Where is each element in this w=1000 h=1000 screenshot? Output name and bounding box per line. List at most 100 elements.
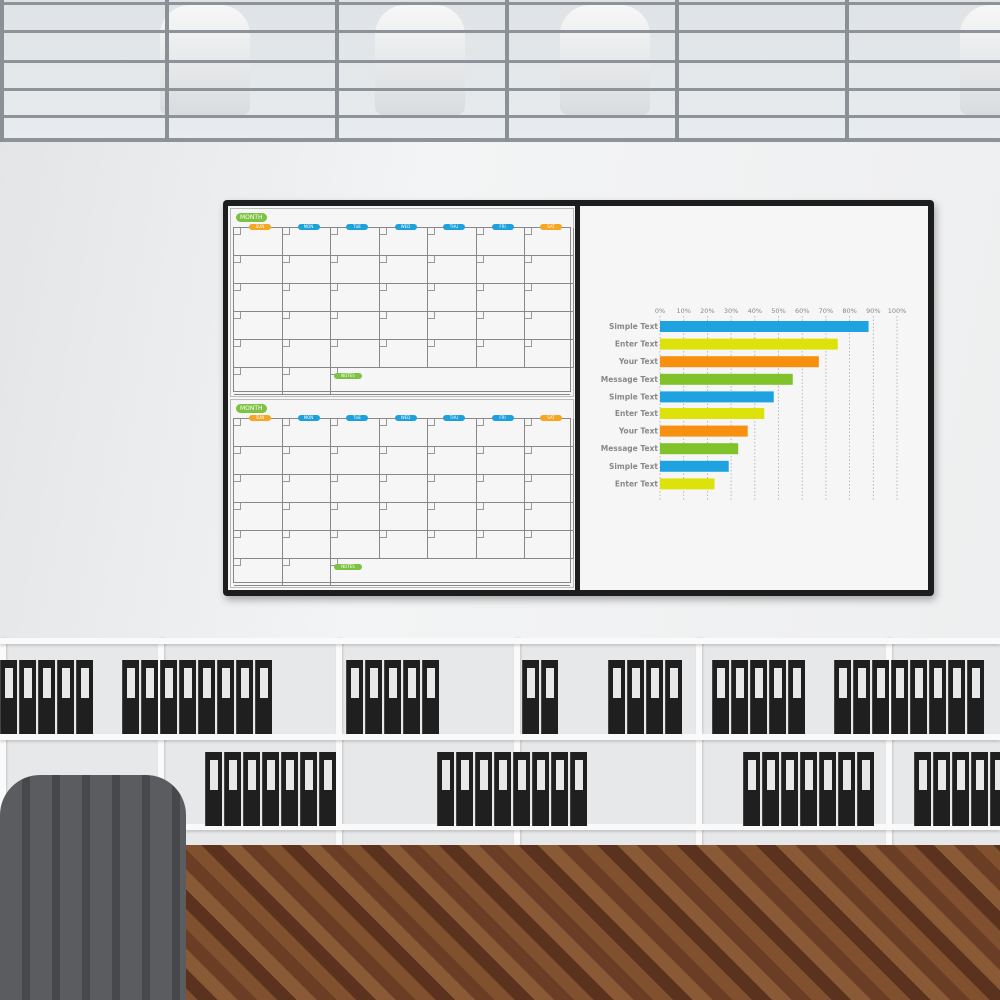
day-cell[interactable] bbox=[379, 312, 429, 340]
day-cell[interactable] bbox=[428, 340, 477, 368]
day-cell[interactable] bbox=[525, 228, 574, 256]
binder bbox=[990, 752, 1000, 826]
day-cell[interactable] bbox=[234, 419, 283, 447]
day-cell[interactable] bbox=[282, 368, 332, 395]
day-cell[interactable] bbox=[282, 419, 332, 447]
day-cell[interactable] bbox=[282, 340, 332, 368]
binder bbox=[627, 660, 644, 734]
day-cell[interactable] bbox=[379, 256, 429, 284]
day-cell[interactable] bbox=[476, 312, 526, 340]
day-cell[interactable] bbox=[331, 447, 380, 475]
day-cell[interactable] bbox=[525, 419, 574, 447]
binder bbox=[891, 660, 908, 734]
day-cell[interactable] bbox=[234, 503, 283, 531]
day-cell[interactable] bbox=[476, 419, 526, 447]
day-cell[interactable] bbox=[234, 447, 283, 475]
day-cell[interactable] bbox=[331, 419, 380, 447]
notes-cell[interactable] bbox=[331, 559, 570, 586]
day-cell[interactable] bbox=[476, 447, 526, 475]
day-cell[interactable] bbox=[379, 419, 429, 447]
day-cell[interactable] bbox=[234, 559, 283, 586]
day-cell[interactable] bbox=[525, 447, 574, 475]
day-cell[interactable] bbox=[331, 531, 380, 559]
day-label-mon: MON bbox=[297, 224, 320, 230]
day-cell[interactable] bbox=[476, 256, 526, 284]
day-cell[interactable] bbox=[234, 475, 283, 503]
binder bbox=[532, 752, 549, 826]
day-cell[interactable] bbox=[428, 503, 477, 531]
day-cell[interactable] bbox=[379, 531, 429, 559]
day-cell[interactable] bbox=[234, 284, 283, 312]
day-cell[interactable] bbox=[282, 312, 332, 340]
day-cell[interactable] bbox=[282, 228, 332, 256]
day-cell[interactable] bbox=[525, 340, 574, 368]
day-cell[interactable] bbox=[234, 256, 283, 284]
day-cell[interactable] bbox=[525, 503, 574, 531]
day-cell[interactable] bbox=[428, 475, 477, 503]
notes-cell[interactable] bbox=[331, 368, 570, 395]
day-cell[interactable] bbox=[379, 503, 429, 531]
day-cell[interactable] bbox=[428, 419, 477, 447]
day-cell[interactable] bbox=[234, 340, 283, 368]
day-cell[interactable] bbox=[525, 475, 574, 503]
day-cell[interactable] bbox=[525, 284, 574, 312]
bar bbox=[660, 408, 765, 419]
day-cell[interactable] bbox=[428, 228, 477, 256]
day-cell[interactable] bbox=[476, 531, 526, 559]
x-tick-label: 30% bbox=[724, 307, 738, 315]
day-cell[interactable] bbox=[331, 503, 380, 531]
binder bbox=[857, 752, 874, 826]
day-cell[interactable] bbox=[428, 256, 477, 284]
binder bbox=[205, 752, 222, 826]
day-cell[interactable] bbox=[282, 256, 332, 284]
category-label: Enter Text bbox=[615, 479, 658, 488]
day-cell[interactable] bbox=[331, 256, 380, 284]
x-tick-label: 80% bbox=[842, 307, 856, 315]
day-cell[interactable] bbox=[379, 284, 429, 312]
day-cell[interactable] bbox=[234, 531, 283, 559]
binder bbox=[475, 752, 492, 826]
day-cell[interactable] bbox=[428, 312, 477, 340]
category-label: Message Text bbox=[601, 375, 659, 384]
day-cell[interactable] bbox=[525, 312, 574, 340]
binder bbox=[262, 752, 279, 826]
day-cell[interactable] bbox=[525, 531, 574, 559]
day-cell[interactable] bbox=[428, 284, 477, 312]
day-cell[interactable] bbox=[234, 312, 283, 340]
binder bbox=[236, 660, 253, 734]
day-cell[interactable] bbox=[282, 559, 332, 586]
binder bbox=[834, 660, 851, 734]
day-cell[interactable] bbox=[331, 475, 380, 503]
day-cell[interactable] bbox=[282, 503, 332, 531]
day-cell[interactable] bbox=[282, 475, 332, 503]
day-cell[interactable] bbox=[282, 447, 332, 475]
day-cell[interactable] bbox=[476, 503, 526, 531]
binder bbox=[853, 660, 870, 734]
day-cell[interactable] bbox=[234, 368, 283, 395]
day-cell[interactable] bbox=[331, 312, 380, 340]
day-cell[interactable] bbox=[282, 531, 332, 559]
binder bbox=[224, 752, 241, 826]
binder bbox=[243, 752, 260, 826]
day-cell[interactable] bbox=[476, 228, 526, 256]
day-cell[interactable] bbox=[379, 447, 429, 475]
day-cell[interactable] bbox=[525, 256, 574, 284]
day-cell[interactable] bbox=[282, 284, 332, 312]
day-cell[interactable] bbox=[476, 340, 526, 368]
day-cell[interactable] bbox=[379, 340, 429, 368]
day-cell[interactable] bbox=[428, 531, 477, 559]
shelf-board bbox=[0, 638, 1000, 644]
day-cell[interactable] bbox=[331, 284, 380, 312]
shelf-post bbox=[0, 638, 6, 848]
binder bbox=[541, 660, 558, 734]
day-cell[interactable] bbox=[379, 475, 429, 503]
day-cell[interactable] bbox=[234, 228, 283, 256]
day-label-tue: TUE bbox=[346, 415, 368, 421]
day-cell[interactable] bbox=[428, 447, 477, 475]
day-cell[interactable] bbox=[476, 284, 526, 312]
day-cell[interactable] bbox=[476, 475, 526, 503]
day-cell[interactable] bbox=[379, 228, 429, 256]
bar bbox=[660, 338, 838, 350]
day-cell[interactable] bbox=[331, 340, 380, 368]
day-cell[interactable] bbox=[331, 228, 380, 256]
